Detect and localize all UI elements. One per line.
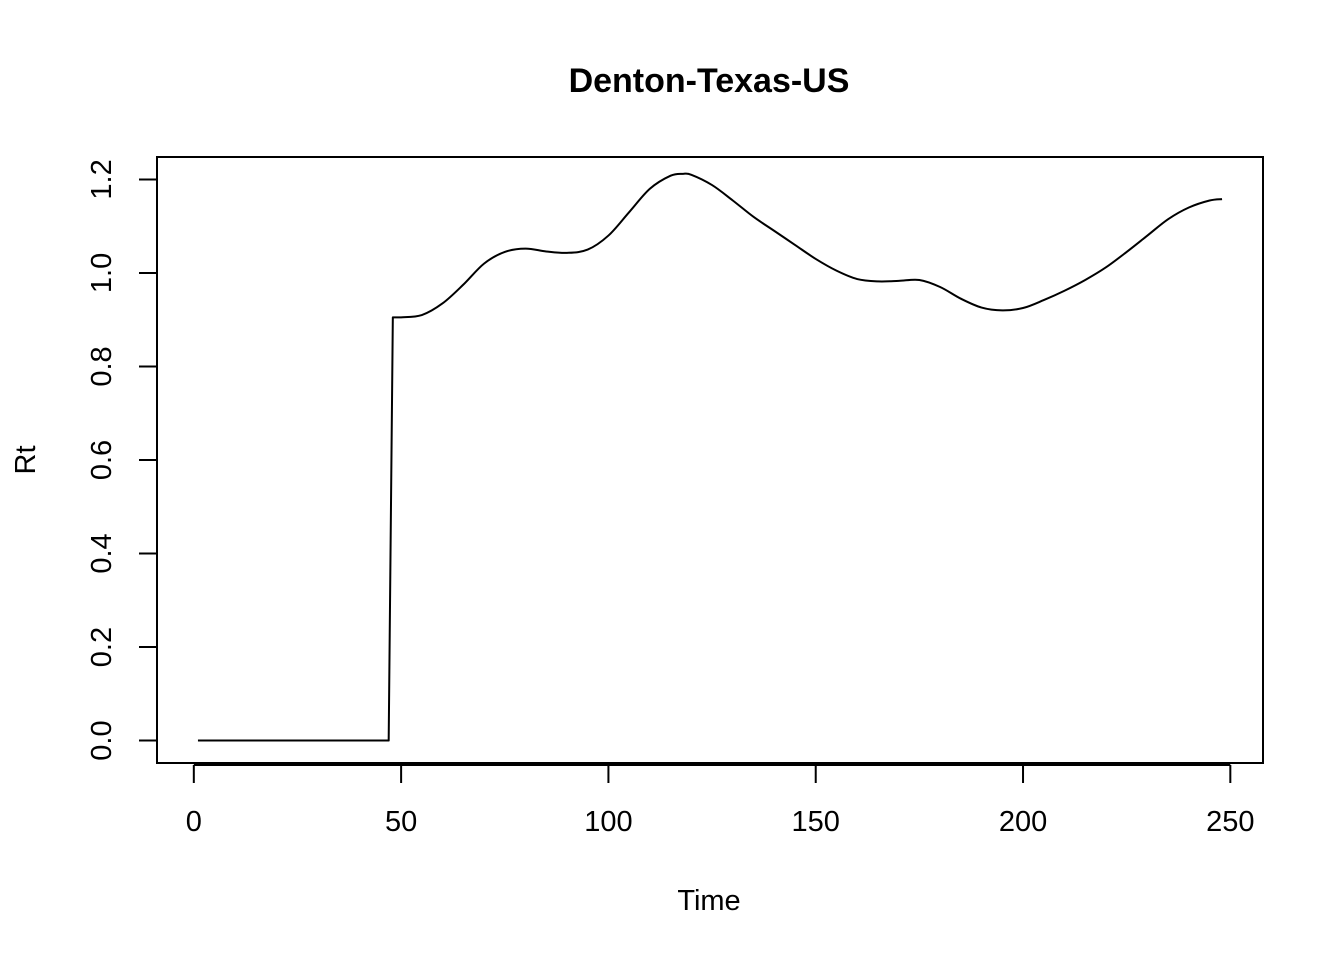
plot-frame [157, 157, 1263, 763]
y-axis-label: Rt [10, 446, 42, 475]
x-tick-label: 150 [792, 806, 840, 838]
x-axis: 0 50 100 150 200 250 [186, 765, 1255, 838]
y-axis: 0.0 0.2 0.4 0.6 0.8 1.0 1.2 [86, 159, 157, 760]
y-tick-label: 0.8 [86, 346, 118, 386]
y-tick-label: 1.0 [86, 253, 118, 293]
y-tick-label: 0.6 [86, 440, 118, 480]
x-tick-label: 250 [1206, 806, 1254, 838]
rt-series-line [198, 174, 1222, 741]
chart-title: Denton-Texas-US [569, 62, 850, 100]
y-tick-label: 1.2 [86, 159, 118, 199]
y-tick-label: 0.0 [86, 720, 118, 760]
x-tick-label: 100 [584, 806, 632, 838]
y-tick-label: 0.4 [86, 533, 118, 573]
x-tick-label: 0 [186, 806, 202, 838]
x-tick-label: 50 [385, 806, 417, 838]
x-axis-label: Time [677, 885, 740, 917]
x-tick-label: 200 [999, 806, 1047, 838]
y-tick-label: 0.2 [86, 627, 118, 667]
